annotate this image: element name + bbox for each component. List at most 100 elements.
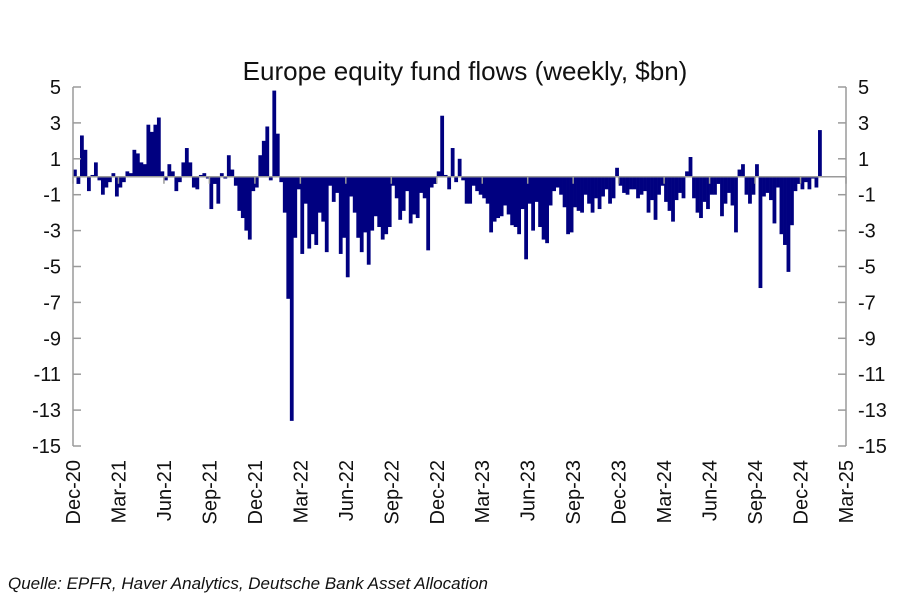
bar — [170, 171, 175, 177]
bar — [268, 176, 273, 181]
x-tick-label: Mar-21 — [108, 460, 130, 523]
bar — [783, 176, 787, 245]
bar — [359, 176, 364, 253]
bar — [216, 176, 221, 204]
bar — [611, 176, 616, 199]
bar — [450, 148, 455, 177]
bar — [681, 176, 686, 199]
bar — [552, 176, 556, 192]
bar — [566, 176, 570, 235]
bar — [107, 176, 112, 183]
y-tick-label-left: -11 — [34, 364, 61, 386]
bar — [499, 176, 504, 217]
bar — [741, 164, 745, 177]
bar — [380, 176, 385, 240]
bar — [408, 176, 413, 224]
bar — [272, 90, 277, 177]
x-tick-label: Sep-24 — [745, 460, 767, 525]
bar — [727, 176, 731, 193]
bar — [79, 135, 84, 177]
y-tick-label-right: -7 — [858, 292, 876, 314]
bar — [485, 176, 490, 204]
bar — [492, 176, 497, 222]
bar — [762, 176, 766, 197]
bar — [223, 176, 228, 179]
bar — [471, 176, 476, 186]
x-tick-label: Mar-24 — [654, 460, 676, 523]
bar — [615, 167, 619, 177]
y-tick-label-left: -1 — [43, 185, 61, 207]
bar — [706, 176, 710, 210]
bar — [251, 176, 256, 192]
bar — [482, 176, 487, 199]
bar — [818, 130, 822, 177]
bars — [73, 90, 822, 421]
bar — [286, 176, 291, 299]
bar — [244, 176, 249, 231]
bar — [303, 176, 308, 204]
bar — [422, 176, 427, 199]
bar — [86, 176, 91, 192]
bar — [433, 176, 438, 184]
bar — [468, 176, 473, 204]
bar — [104, 176, 109, 188]
bar — [293, 176, 298, 238]
bar — [181, 162, 186, 177]
bar — [314, 176, 319, 245]
bar — [653, 176, 658, 220]
bar — [772, 176, 777, 224]
bar — [261, 140, 266, 177]
bar — [660, 176, 665, 186]
bar — [111, 173, 116, 177]
bar — [517, 176, 522, 235]
bar — [608, 176, 612, 204]
y-tick-label-left: -3 — [43, 221, 61, 243]
bar — [758, 176, 763, 289]
bar — [209, 176, 214, 210]
y-tick-label-right: -13 — [858, 400, 887, 422]
bar — [597, 176, 602, 210]
bar — [412, 176, 417, 215]
x-tick-label: Sep-23 — [563, 460, 585, 525]
bar — [730, 176, 735, 206]
bar — [685, 171, 689, 177]
bar — [797, 176, 801, 184]
bar — [667, 176, 672, 211]
bar — [83, 149, 88, 177]
bar — [335, 176, 340, 193]
bar — [643, 176, 647, 192]
x-tick-label: Mar-25 — [836, 460, 858, 523]
bar — [601, 176, 605, 197]
bar — [135, 153, 140, 177]
bar — [125, 171, 130, 177]
bar — [160, 171, 165, 177]
bar — [534, 176, 539, 202]
y-tick-label-left: -9 — [43, 328, 61, 350]
bar — [174, 176, 179, 192]
bar — [678, 176, 682, 193]
bar — [744, 176, 749, 195]
bar — [93, 162, 98, 177]
bar — [443, 174, 448, 177]
bar — [167, 164, 172, 177]
bar — [398, 176, 403, 220]
bar — [713, 176, 717, 195]
bar — [391, 176, 396, 186]
bar — [394, 176, 399, 199]
x-tick-label: Dec-23 — [609, 460, 631, 524]
bar — [146, 124, 151, 177]
bar — [163, 176, 168, 181]
bar — [671, 176, 675, 222]
bar — [559, 176, 563, 195]
bar — [576, 176, 581, 211]
bar — [464, 176, 469, 204]
y-tick-label-left: 1 — [50, 149, 61, 171]
bar — [657, 176, 661, 195]
x-tick-label: Jun-22 — [336, 460, 358, 521]
bar — [636, 176, 640, 199]
x-tick-label: Jun-24 — [700, 460, 722, 521]
bar — [363, 176, 368, 233]
bar — [279, 176, 284, 183]
bar — [734, 176, 738, 233]
